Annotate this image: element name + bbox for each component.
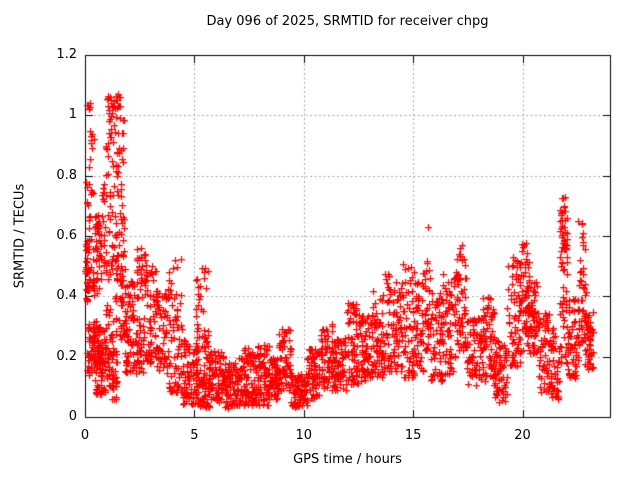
x-tick-label: 10	[295, 428, 313, 443]
y-tick-label: 1.2	[56, 47, 77, 62]
y-tick-label: 0.4	[56, 288, 77, 304]
y-tick-label: 0.6	[56, 228, 77, 243]
x-tick-label: 20	[514, 428, 531, 443]
y-tick-label: 0.8	[56, 167, 77, 183]
x-tick-label: 0	[80, 428, 90, 443]
x-axis-label: GPS time / hours	[293, 452, 402, 467]
y-tick-label: 0.2	[56, 348, 77, 364]
y-tick-label: 0	[68, 409, 77, 424]
x-tick-label: 5	[190, 428, 199, 443]
chart-title: Day 096 of 2025, SRMTID for receiver chp…	[206, 14, 489, 29]
x-tick-label: 15	[404, 428, 422, 443]
y-tick-label: 1	[68, 107, 77, 123]
